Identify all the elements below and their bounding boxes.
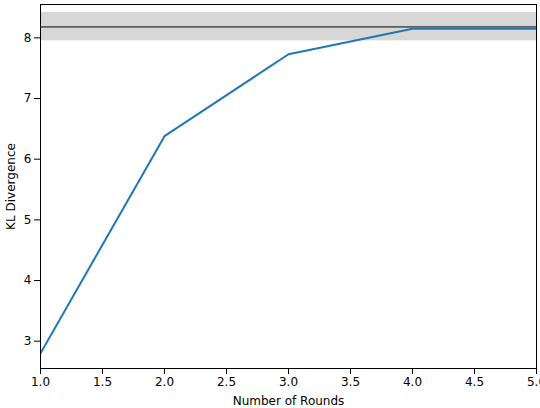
svg-text:6: 6	[24, 152, 32, 166]
svg-text:3: 3	[24, 334, 32, 348]
svg-text:3.5: 3.5	[341, 375, 360, 389]
svg-text:1.0: 1.0	[31, 375, 50, 389]
svg-text:4.5: 4.5	[465, 375, 484, 389]
svg-text:5.0: 5.0	[527, 375, 540, 389]
svg-text:5: 5	[24, 213, 32, 227]
svg-text:7: 7	[24, 91, 32, 105]
svg-text:4.0: 4.0	[403, 375, 422, 389]
svg-text:3.0: 3.0	[279, 375, 298, 389]
svg-text:2.0: 2.0	[155, 375, 174, 389]
svg-text:2.5: 2.5	[217, 375, 236, 389]
svg-text:1.5: 1.5	[93, 375, 112, 389]
svg-text:8: 8	[24, 31, 32, 45]
svg-text:KL Divergence: KL Divergence	[4, 143, 18, 230]
svg-text:4: 4	[24, 273, 32, 287]
svg-text:Number of Rounds: Number of Rounds	[233, 394, 345, 408]
